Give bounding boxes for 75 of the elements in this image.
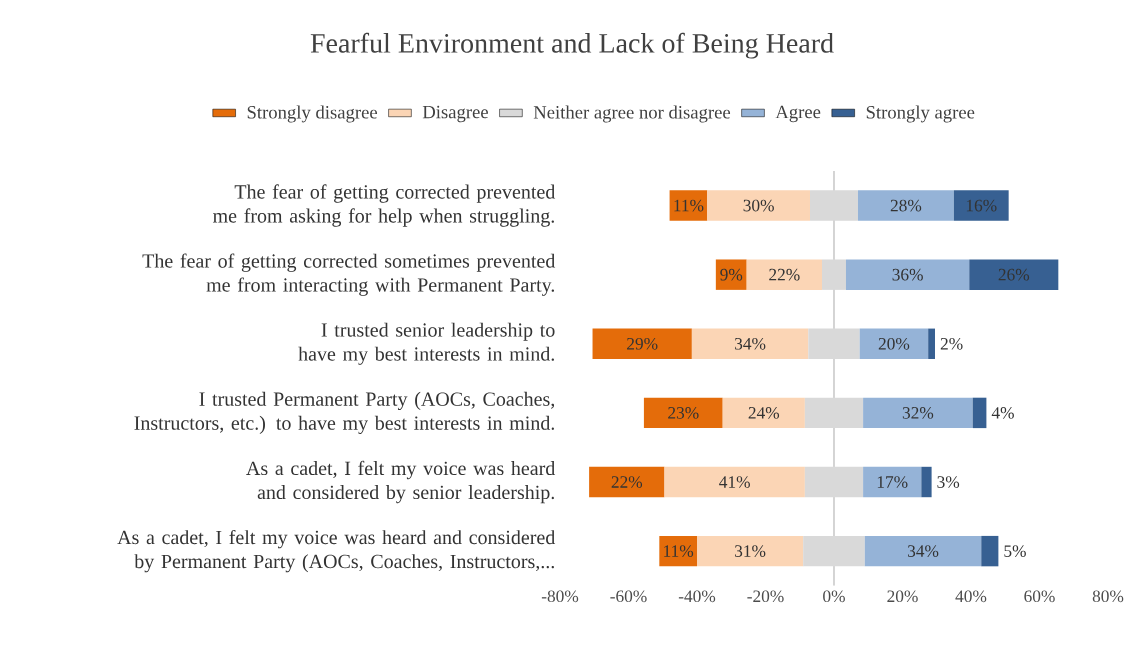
bar <box>863 466 922 498</box>
data-label: 16% <box>966 199 997 212</box>
bar <box>659 535 697 567</box>
bar <box>691 328 809 359</box>
y-tick-label: The fear of getting corrected prevented me from asking for help when struggling. <box>212 184 556 227</box>
bar <box>859 328 929 359</box>
data-label: 31% <box>735 545 766 557</box>
x-tick-label: 20% <box>887 590 918 603</box>
data-label: 24% <box>748 407 780 419</box>
bar <box>589 466 665 498</box>
bar <box>722 397 805 429</box>
chart-title: Fearful Environment and Lack of Being Heard <box>310 32 834 59</box>
data-label: 22% <box>611 476 643 488</box>
bar <box>803 535 865 567</box>
data-label: 30% <box>743 199 774 212</box>
bar <box>697 535 804 567</box>
y-tick-label: I trusted senior leadership to have my best interests in mind. <box>298 322 555 365</box>
bar <box>808 328 860 359</box>
data-label: 29% <box>627 337 658 350</box>
y-tick-label: I trusted Permanent Party (AOCs, Coaches, Instructors, etc.) to have my best interests in mind. <box>134 391 555 434</box>
data-label: 5% <box>1004 545 1026 557</box>
data-label: 17% <box>877 476 908 488</box>
bar <box>746 259 823 290</box>
x-tick-label: -60% <box>610 590 647 603</box>
bar <box>643 397 723 429</box>
data-label: 4% <box>991 407 1014 419</box>
bar <box>921 466 932 498</box>
x-tick-label: -40% <box>678 590 716 603</box>
data-label: 23% <box>668 407 699 419</box>
x-tick-label: 80% <box>1092 590 1124 603</box>
bar <box>863 397 973 429</box>
bar <box>715 259 747 290</box>
y-tick-label: The fear of getting corrected sometimes prevented me from interacting with Permanent Party. <box>142 253 556 296</box>
bar <box>822 259 846 290</box>
x-tick-label: 0% <box>823 590 845 603</box>
bar <box>981 535 999 567</box>
data-label: 11% <box>674 199 704 212</box>
data-label: 32% <box>902 407 934 419</box>
data-label: 34% <box>735 337 766 350</box>
x-tick-label: 60% <box>1024 590 1055 603</box>
legend-label: Strongly agree <box>866 105 975 123</box>
bar <box>664 466 805 498</box>
legend-label: Disagree <box>422 105 488 123</box>
x-tick-label: -20% <box>747 590 784 603</box>
data-label: 2% <box>940 337 963 350</box>
bar <box>953 190 1009 221</box>
bar <box>804 397 864 429</box>
data-label: 28% <box>890 199 922 212</box>
bar <box>972 397 987 429</box>
bar <box>845 259 970 290</box>
legend-label: Agree <box>775 105 821 123</box>
data-label: 36% <box>892 268 923 281</box>
bar <box>804 466 864 498</box>
x-tick-label: -80% <box>541 590 579 603</box>
data-label: 34% <box>907 545 939 557</box>
legend-label: Strongly disagree <box>247 105 378 123</box>
bar <box>928 328 936 359</box>
bar <box>707 190 811 221</box>
bar <box>669 190 708 221</box>
y-tick-label: As a cadet, I felt my voice was heard and considered by Permanent Party (AOCs, Coaches, Instructors,... <box>117 529 556 573</box>
bar <box>969 259 1059 290</box>
data-label: 3% <box>937 476 960 488</box>
data-label: 20% <box>878 337 910 350</box>
data-label: 41% <box>719 476 750 488</box>
bar <box>857 190 954 221</box>
data-label: 26% <box>998 268 1030 281</box>
data-label: 9% <box>720 268 743 281</box>
bar <box>864 535 982 567</box>
legend-label: Neither agree nor disagree <box>533 105 731 123</box>
data-label: 22% <box>769 268 800 281</box>
y-tick-label: As a cadet, I felt my voice was heard and considered by senior leadership. <box>246 460 556 504</box>
bar <box>810 190 858 221</box>
bar <box>592 328 692 359</box>
x-tick-label: 40% <box>955 590 987 603</box>
data-label: 11% <box>664 545 694 557</box>
